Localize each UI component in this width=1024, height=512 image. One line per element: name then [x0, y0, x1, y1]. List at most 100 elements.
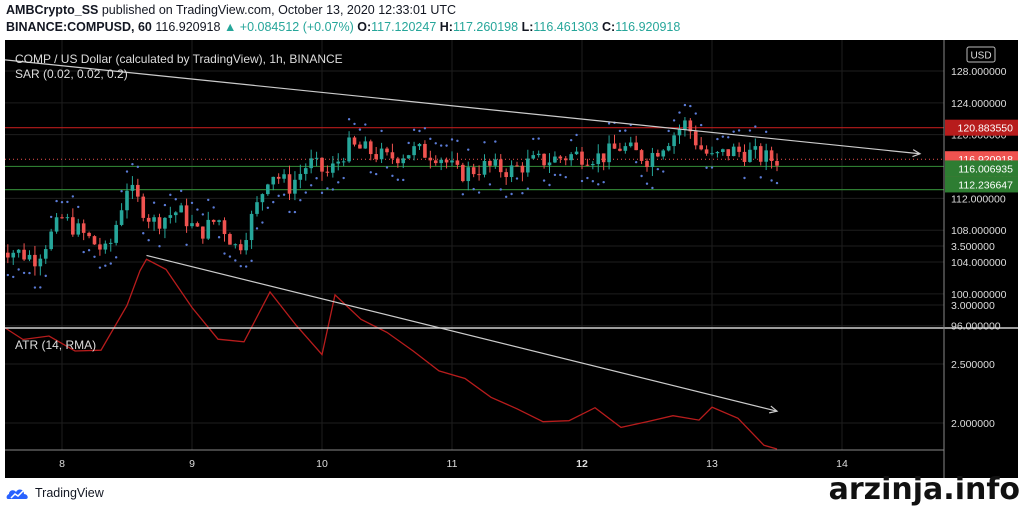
sar-dot — [44, 274, 47, 278]
candle-body — [201, 226, 205, 239]
candle-body — [547, 162, 552, 166]
chart-svg[interactable]: 96.000000 100.000000 104.000000 108.000000 1… — [0, 40, 1018, 478]
sar-dot — [309, 184, 313, 187]
price-trendline — [0, 58, 921, 155]
close-label: C: — [602, 20, 616, 34]
candle-body — [455, 160, 460, 165]
candle-body — [591, 164, 595, 166]
candle-body — [54, 217, 59, 232]
candle-body — [607, 143, 611, 163]
candle-body — [255, 202, 259, 214]
atr-tick-label: 3.500000 — [951, 241, 995, 253]
candle-body — [775, 160, 779, 166]
sar-dot — [125, 170, 129, 173]
sar-dot — [748, 129, 752, 132]
candle-body — [471, 167, 476, 175]
candle-body — [11, 252, 16, 258]
sar-dot — [207, 198, 210, 202]
time-tick-label: 11 — [447, 458, 458, 470]
sar-dot — [374, 172, 378, 176]
candle-body — [758, 146, 763, 162]
sar-dot — [445, 144, 448, 147]
candle-body — [65, 217, 70, 219]
candle-body — [715, 151, 720, 154]
candle-body — [211, 219, 216, 222]
candle-body — [526, 158, 530, 173]
candle-body — [233, 244, 238, 246]
sar-dot — [662, 170, 665, 173]
sar-dot — [55, 199, 58, 203]
candle-body — [379, 148, 384, 160]
candle-body — [190, 223, 194, 227]
sar-dot — [234, 259, 237, 262]
sar-dot — [369, 171, 372, 174]
candle-body — [737, 146, 741, 152]
candle-body — [693, 131, 698, 146]
candle-body — [504, 172, 508, 178]
price-label-box — [945, 119, 1018, 136]
sar-dot — [434, 142, 437, 145]
tradingview-logo[interactable]: TradingView — [6, 486, 104, 500]
candle-body — [222, 220, 227, 235]
candle-body — [43, 249, 48, 259]
candle-body — [331, 163, 335, 173]
candle-body — [298, 173, 303, 180]
time-tick-label: 10 — [316, 458, 328, 470]
chart-area[interactable]: 96.000000 100.000000 104.000000 108.000000 1… — [0, 40, 1018, 478]
sar-dot — [559, 173, 562, 177]
candle-body — [450, 160, 454, 163]
low-label: L: — [521, 20, 534, 34]
sar-dot — [656, 167, 660, 171]
sar-dot — [174, 198, 177, 201]
sar-dot — [537, 137, 540, 140]
sar-dot — [754, 125, 757, 128]
price-axis[interactable]: 96.000000 100.000000 104.000000 108.000000 1… — [951, 66, 1007, 333]
sar-dot — [77, 205, 80, 209]
sar-dot — [17, 268, 20, 271]
candle-body — [396, 158, 400, 164]
candle-body — [168, 215, 173, 218]
site-watermark: arzinja.info — [828, 472, 1020, 507]
atr-axis[interactable]: 2.000000 2.500000 3.000000 3.500000 — [951, 241, 995, 430]
sar-dot — [131, 162, 134, 166]
candle-body — [260, 194, 265, 203]
candle-body — [639, 150, 644, 161]
candle-body — [38, 258, 43, 267]
sar-dot — [439, 144, 443, 147]
sar-dot — [597, 183, 600, 186]
sar-dot — [255, 227, 259, 230]
sar-dot — [721, 135, 725, 138]
sar-dot — [743, 176, 746, 180]
time-axis[interactable]: 8 9 10 11 12 13 14 — [59, 458, 848, 470]
sar-dot — [504, 195, 508, 199]
sar-dot — [223, 252, 226, 255]
candle-body — [433, 160, 438, 164]
sar-dot — [120, 190, 123, 193]
candle-body — [628, 142, 633, 147]
sar-dot — [737, 129, 741, 132]
currency-box[interactable] — [966, 46, 996, 63]
candle-body — [347, 137, 351, 162]
sar-dot — [716, 137, 719, 141]
candle-body — [249, 213, 254, 241]
candle-body — [385, 148, 389, 153]
sar-dot — [250, 259, 253, 263]
candle-body — [146, 217, 151, 222]
candle-body — [520, 165, 525, 173]
candle-body — [98, 244, 102, 250]
sar-dot — [775, 181, 779, 185]
sar-dot — [624, 129, 627, 132]
sar-dot — [212, 206, 215, 209]
candle-body — [721, 149, 725, 152]
sar-dot — [353, 122, 356, 126]
sar-dot — [402, 178, 405, 182]
ohlc-header: BINANCE:COMPUSD, 60 116.920918 ▲ +0.0845… — [6, 20, 680, 34]
sar-dot — [66, 200, 69, 204]
candle-body — [336, 161, 341, 164]
sar-dot — [510, 192, 513, 196]
price-labels: 120.883550116.92091827:01116.006935112.2… — [945, 119, 1018, 193]
candle-body — [49, 231, 53, 250]
candle-body — [656, 152, 660, 157]
sar-dot — [553, 173, 557, 177]
candle-body — [710, 153, 714, 155]
